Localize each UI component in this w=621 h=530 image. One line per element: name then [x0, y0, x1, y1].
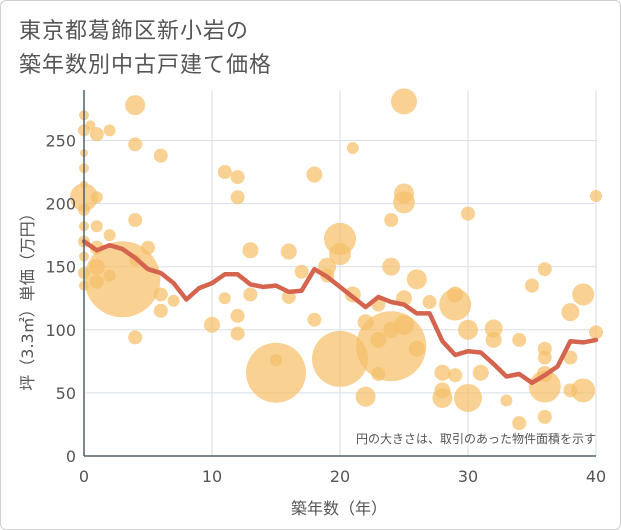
- x-tick-label: 30: [458, 467, 478, 486]
- bubble-point: [153, 303, 168, 318]
- size-note: 円の大きさは、取引のあった物件面積を示す: [356, 431, 596, 446]
- bubble-point: [153, 148, 168, 163]
- bubble-point: [461, 206, 475, 221]
- bubble-point: [141, 240, 155, 255]
- bubble-point: [84, 241, 161, 318]
- bubble-point: [230, 170, 245, 185]
- bubble-point: [329, 243, 351, 266]
- bubble-point: [422, 295, 437, 310]
- bubble-point: [243, 287, 258, 302]
- chart-title: 東京都葛飾区新小岩の 築年数別中古戸建て価格: [19, 15, 272, 83]
- bubble-point: [512, 332, 527, 347]
- bubble-point: [500, 394, 513, 407]
- bubble-point: [103, 229, 116, 242]
- bubble-point: [90, 191, 103, 204]
- bubble-point: [246, 342, 306, 403]
- y-tick-label: 250: [45, 131, 76, 150]
- tick-labels: 0 10 20 30 40 0 50 100 150 200 250: [45, 131, 606, 486]
- average-trend-line: [81, 239, 599, 386]
- x-tick-label: 40: [586, 467, 606, 486]
- bubble-point: [128, 212, 143, 227]
- chart-title-line-1: 東京都葛飾区新小岩の: [19, 19, 250, 44]
- bubble-point: [346, 142, 359, 155]
- bubble-point: [204, 316, 220, 333]
- bubble-layer: [70, 88, 603, 431]
- bubble-point: [384, 212, 399, 227]
- y-axis-title: 坪（3.3㎡）単価（万円）: [18, 205, 37, 390]
- bubble-point: [230, 190, 245, 205]
- bubble-point: [485, 331, 502, 348]
- bubble-point: [406, 269, 427, 290]
- bubble-point: [590, 190, 602, 203]
- bubble-point: [394, 314, 414, 335]
- grid-lines: [84, 90, 597, 456]
- bubble-point: [393, 191, 415, 214]
- bubble-point: [472, 364, 489, 381]
- bubble-point: [167, 294, 180, 307]
- bubble-point: [434, 382, 451, 399]
- bubble-point: [408, 340, 425, 357]
- y-tick-label: 100: [45, 321, 76, 340]
- bubble-point: [128, 137, 143, 152]
- x-tick-label: 0: [79, 467, 89, 486]
- y-tick-label: 150: [45, 258, 76, 277]
- bubble-point: [125, 95, 146, 116]
- y-tick-label: 200: [45, 195, 76, 214]
- bubble-point: [103, 124, 116, 137]
- bubble-point: [512, 416, 527, 431]
- x-axis-title: 築年数（年）: [291, 499, 387, 518]
- bubble-point: [312, 330, 368, 387]
- bubble-point: [306, 166, 323, 183]
- x-tick-label: 10: [202, 467, 222, 486]
- bubble-point: [561, 303, 580, 322]
- x-tick-label: 20: [330, 467, 350, 486]
- bubble-point: [563, 350, 578, 365]
- chart-title-line-2: 築年数別中古戸建て価格: [19, 53, 273, 78]
- bubble-point: [589, 325, 603, 340]
- bubble-point: [270, 354, 282, 367]
- bubble-point: [85, 120, 96, 131]
- bubble-point: [230, 326, 245, 341]
- bubble-point: [434, 364, 451, 381]
- bubble-point: [537, 409, 552, 424]
- trend-line-layer: [81, 239, 599, 386]
- bubble-point: [355, 386, 376, 407]
- bubble-point: [571, 378, 596, 403]
- bubble-point: [217, 165, 232, 180]
- bubble-point: [458, 319, 478, 340]
- bubble-point: [90, 220, 103, 233]
- bubble-point: [382, 257, 401, 276]
- bubble-point: [537, 350, 552, 365]
- bubble-point: [280, 243, 297, 260]
- bubble-point: [525, 278, 539, 293]
- bubble-point: [448, 368, 463, 383]
- bubble-point: [484, 319, 503, 338]
- axes: [83, 90, 596, 457]
- y-tick-label: 0: [66, 447, 76, 466]
- bubble-point: [294, 264, 309, 279]
- y-tick-label: 50: [56, 384, 76, 403]
- bubble-point: [307, 312, 322, 327]
- bubble-point: [391, 88, 417, 115]
- bubble-point: [218, 292, 231, 305]
- bubble-point: [153, 287, 168, 302]
- bubble-point: [128, 330, 143, 345]
- bubble-point: [454, 383, 482, 412]
- bubble-point: [89, 127, 104, 142]
- bubble-point: [537, 262, 552, 277]
- bubble-point: [230, 308, 245, 323]
- bubble-point: [439, 288, 472, 321]
- bubble-point: [242, 242, 259, 259]
- bubble-point: [572, 283, 595, 306]
